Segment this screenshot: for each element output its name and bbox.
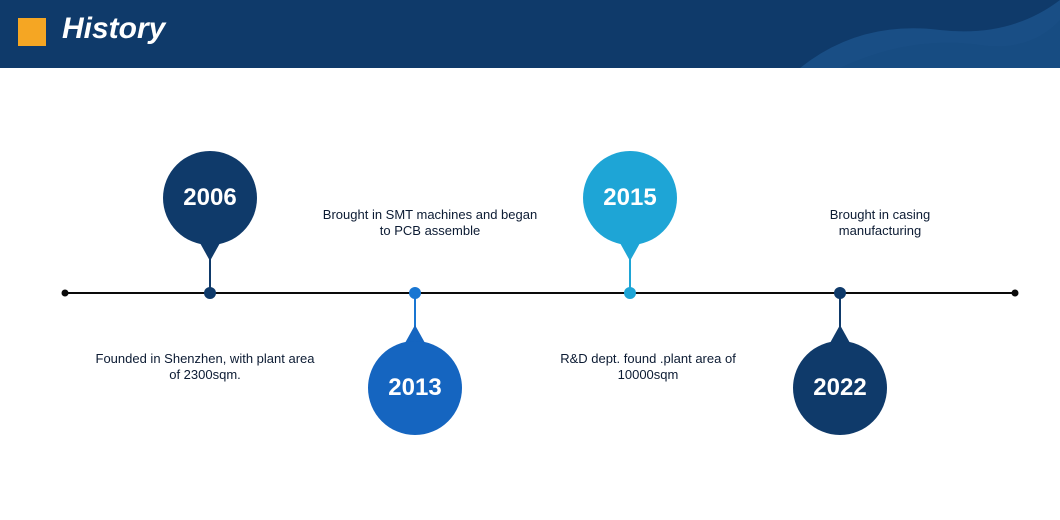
timeline-description: Brought in casing manufacturing bbox=[790, 207, 970, 240]
header-wave-decoration bbox=[800, 0, 1060, 68]
timeline-year-label: 2015 bbox=[603, 184, 656, 212]
timeline-year-label: 2013 bbox=[388, 374, 441, 402]
timeline-node-dot bbox=[409, 287, 421, 299]
timeline-description: R&D dept. found .plant area of 10000sqm bbox=[548, 351, 748, 384]
balloon-tail-icon bbox=[200, 243, 220, 261]
page-title: History bbox=[62, 12, 165, 46]
header-accent-square bbox=[18, 18, 46, 46]
timeline-node-dot bbox=[834, 287, 846, 299]
timeline-year-balloon: 2013 bbox=[368, 341, 462, 435]
axis-start-dot bbox=[62, 290, 69, 297]
timeline-year-label: 2006 bbox=[183, 184, 236, 212]
timeline-node-dot bbox=[204, 287, 216, 299]
header: History bbox=[0, 0, 1060, 68]
balloon-tail-icon bbox=[620, 243, 640, 261]
timeline-year-balloon: 2015 bbox=[583, 151, 677, 245]
wave-path-1 bbox=[800, 0, 1060, 68]
timeline-year-balloon: 2022 bbox=[793, 341, 887, 435]
wave-path-2 bbox=[840, 20, 1060, 68]
timeline-year-balloon: 2006 bbox=[163, 151, 257, 245]
timeline-year-label: 2022 bbox=[813, 374, 866, 402]
axis-end-dot bbox=[1012, 290, 1019, 297]
timeline-description: Founded in Shenzhen, with plant area of … bbox=[90, 351, 320, 384]
timeline-node-dot bbox=[624, 287, 636, 299]
timeline-description: Brought in SMT machines and began to PCB… bbox=[320, 207, 540, 240]
timeline-stage: 2006 Founded in Shenzhen, with plant area… bbox=[0, 68, 1060, 520]
